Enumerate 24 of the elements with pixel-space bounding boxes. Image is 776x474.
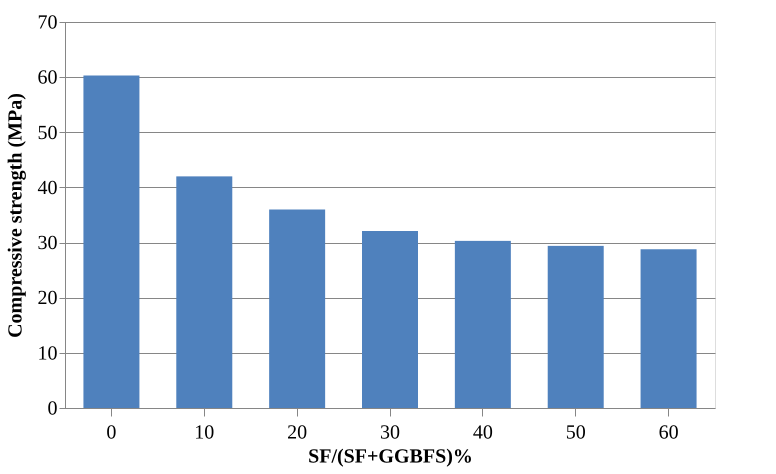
bar — [548, 246, 604, 408]
y-axis-title: Compressive strength (MPa) — [4, 93, 26, 338]
bar — [640, 249, 697, 408]
x-tick-label: 50 — [566, 422, 586, 444]
x-tick-label: 20 — [287, 422, 308, 444]
x-tick-label: 30 — [380, 422, 400, 444]
y-tick-label: 70 — [38, 12, 58, 34]
x-tick-label: 10 — [194, 422, 214, 444]
bar — [83, 75, 140, 408]
bar — [269, 209, 326, 408]
y-tick-label: 20 — [38, 287, 58, 310]
x-axis-title: SF/(SF+GGBFS)% — [308, 446, 473, 468]
bar — [454, 240, 511, 408]
y-tick-label: 50 — [38, 122, 58, 144]
bar — [176, 176, 232, 408]
x-tick-label: 60 — [658, 422, 679, 444]
x-tick-label: 40 — [472, 422, 493, 444]
y-tick-label: 10 — [38, 342, 58, 364]
y-tick-label: 0 — [48, 398, 58, 420]
x-tick-label: 0 — [106, 422, 116, 444]
y-tick-label: 40 — [38, 176, 58, 199]
y-tick-label: 60 — [38, 66, 58, 89]
bar — [362, 230, 418, 408]
y-tick-label: 30 — [38, 232, 58, 254]
